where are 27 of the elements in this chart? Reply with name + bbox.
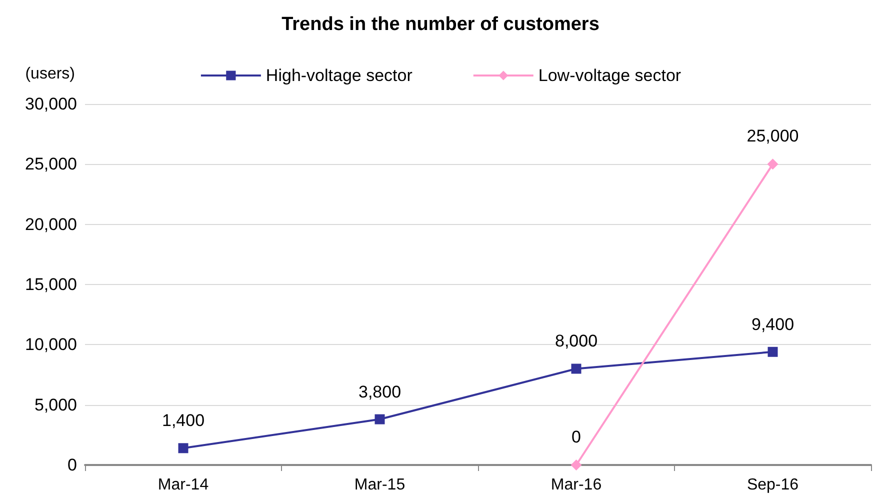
y-tick-label: 25,000 — [25, 154, 77, 174]
data-label: 0 — [572, 428, 581, 446]
data-label: 25,000 — [746, 126, 799, 146]
point — [178, 443, 188, 454]
y-tick-label: 0 — [68, 456, 77, 474]
y-tick-label: 5,000 — [34, 395, 77, 414]
legend-label: High-voltage sector — [266, 66, 413, 85]
point — [768, 346, 778, 357]
y-tick-label: 30,000 — [25, 94, 77, 114]
data-label: 8,000 — [554, 332, 598, 351]
x-tick-label: Mar-16 — [550, 476, 602, 494]
chart-title: Trends in the number of customers — [282, 14, 600, 35]
data-label: 9,400 — [751, 314, 794, 334]
x-tick-label: Mar-14 — [158, 476, 209, 494]
y-tick-label: 15,000 — [25, 275, 77, 294]
y-axis-title: (users) — [25, 66, 75, 82]
point — [570, 460, 582, 470]
point — [571, 364, 582, 374]
data-label: 1,400 — [162, 411, 205, 430]
data-label: 3,800 — [358, 382, 402, 402]
y-tick-label: 20,000 — [25, 214, 77, 234]
point — [374, 414, 385, 424]
legend-label: Low-voltage sector — [538, 66, 682, 85]
x-tick-label: Mar-15 — [354, 476, 406, 494]
y-tick-label: 10,000 — [25, 335, 77, 354]
point — [767, 158, 778, 170]
x-tick-label: Sep-16 — [746, 476, 799, 494]
